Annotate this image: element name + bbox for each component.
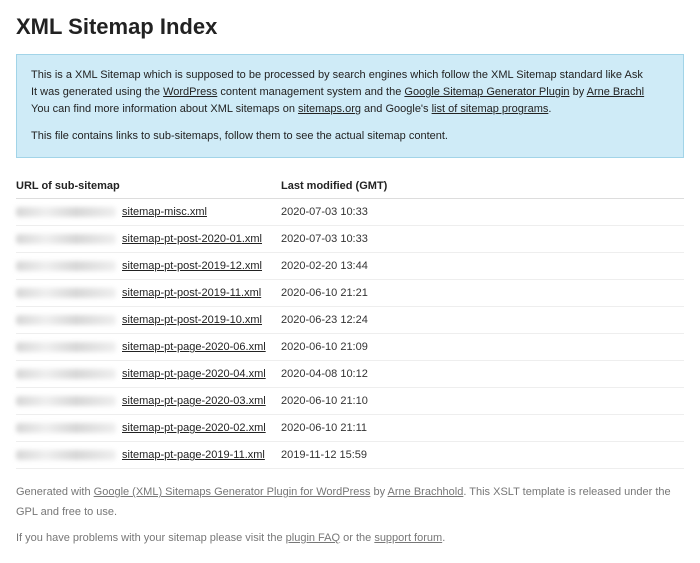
notice-text: and Google's [361,103,432,115]
footer-text: . [442,532,445,544]
redacted-domain [16,423,116,433]
last-modified: 2020-06-10 21:09 [281,334,684,361]
info-notice: This is a XML Sitemap which is supposed … [16,54,684,158]
table-row: sitemap-pt-page-2019-11.xml 2019-11-12 15… [16,442,684,469]
redacted-domain [16,342,116,352]
sitemap-link[interactable]: sitemap-pt-post-2019-11.xml [122,287,261,299]
table-row: sitemap-pt-post-2019-12.xml 2020-02-20 13… [16,253,684,280]
table-row: sitemap-misc.xml 2020-07-03 10:33 [16,199,684,226]
sitemap-link[interactable]: sitemap-pt-page-2020-02.xml [122,422,266,434]
sitemap-link[interactable]: sitemap-pt-post-2019-12.xml [122,260,262,272]
redacted-domain [16,207,116,217]
table-row: sitemap-pt-page-2020-03.xml 2020-06-10 21… [16,388,684,415]
sitemap-link[interactable]: sitemap-pt-page-2020-04.xml [122,368,266,380]
notice-text: content management system and the [217,86,404,98]
notice-text: It was generated using the [31,86,163,98]
last-modified: 2020-02-20 13:44 [281,253,684,280]
table-row: sitemap-pt-post-2019-11.xml 2020-06-10 21… [16,280,684,307]
last-modified: 2020-06-10 21:10 [281,388,684,415]
redacted-domain [16,450,116,460]
author-link[interactable]: Arne Brachhold [388,486,464,498]
sitemap-link[interactable]: sitemap-pt-post-2019-10.xml [122,314,262,326]
plugin-link[interactable]: Google Sitemap Generator Plugin [404,86,569,98]
last-modified: 2020-06-10 21:11 [281,415,684,442]
sitemap-link[interactable]: sitemap-pt-page-2020-03.xml [122,395,266,407]
notice-text: You can find more information about XML … [31,103,298,115]
last-modified: 2020-07-03 10:33 [281,199,684,226]
redacted-domain [16,234,116,244]
notice-text: . [548,103,551,115]
redacted-domain [16,369,116,379]
column-header-url: URL of sub-sitemap [16,176,281,199]
table-row: sitemap-pt-page-2020-06.xml 2020-06-10 21… [16,334,684,361]
table-row: sitemap-pt-post-2019-10.xml 2020-06-23 12… [16,307,684,334]
sitemap-link[interactable]: sitemap-misc.xml [122,206,207,218]
list-programs-link[interactable]: list of sitemap programs [432,103,549,115]
notice-text: by [570,86,587,98]
redacted-domain [16,396,116,406]
author-link[interactable]: Arne Brachl [587,86,644,98]
last-modified: 2020-06-23 12:24 [281,307,684,334]
last-modified: 2020-07-03 10:33 [281,226,684,253]
redacted-domain [16,315,116,325]
notice-text: This is a XML Sitemap which is supposed … [31,69,643,81]
footer-text: by [370,486,387,498]
sitemap-link[interactable]: sitemap-pt-page-2019-11.xml [122,449,265,461]
sitemap-table: URL of sub-sitemap Last modified (GMT) s… [16,176,684,469]
footer-text: or the [340,532,374,544]
sitemap-link[interactable]: sitemap-pt-post-2020-01.xml [122,233,262,245]
generator-link[interactable]: Google (XML) Sitemaps Generator Plugin f… [94,486,371,498]
page-title: XML Sitemap Index [16,14,684,40]
redacted-domain [16,261,116,271]
last-modified: 2020-04-08 10:12 [281,361,684,388]
sitemap-link[interactable]: sitemap-pt-page-2020-06.xml [122,341,266,353]
table-row: sitemap-pt-page-2020-02.xml 2020-06-10 21… [16,415,684,442]
last-modified: 2019-11-12 15:59 [281,442,684,469]
table-row: sitemap-pt-page-2020-04.xml 2020-04-08 10… [16,361,684,388]
redacted-domain [16,288,116,298]
notice-text: This file contains links to sub-sitemaps… [31,128,669,145]
wordpress-link[interactable]: WordPress [163,86,217,98]
footer-text: If you have problems with your sitemap p… [16,532,286,544]
last-modified: 2020-06-10 21:21 [281,280,684,307]
sitemaps-org-link[interactable]: sitemaps.org [298,103,361,115]
column-header-modified: Last modified (GMT) [281,176,684,199]
footer: Generated with Google (XML) Sitemaps Gen… [16,483,684,548]
support-forum-link[interactable]: support forum [374,532,442,544]
table-row: sitemap-pt-post-2020-01.xml 2020-07-03 10… [16,226,684,253]
footer-text: Generated with [16,486,94,498]
faq-link[interactable]: plugin FAQ [286,532,340,544]
